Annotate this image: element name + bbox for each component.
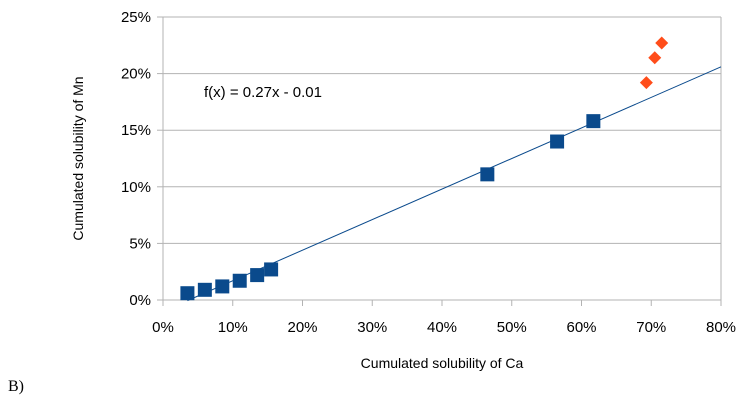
y-tick-label: 0% — [129, 292, 151, 309]
diamond-point — [639, 76, 653, 90]
x-tick-label: 20% — [287, 319, 317, 336]
diamond-point — [655, 36, 669, 50]
x-tick-label: 70% — [636, 319, 666, 336]
x-tick-label: 40% — [427, 319, 457, 336]
trendline-group — [187, 66, 722, 302]
data-points — [180, 36, 669, 301]
y-tick-label: 5% — [129, 235, 151, 252]
x-tick-label: 10% — [218, 319, 248, 336]
square-point — [480, 167, 495, 182]
square-point — [250, 268, 265, 283]
square-point — [180, 286, 195, 301]
axes — [157, 16, 722, 306]
diamond-point — [648, 51, 662, 65]
scatter-chart: 0% 5% 10% 15% 20% 25% 0% 10% 20% 30% 40% 50% 60% 70% 8… — [70, 9, 736, 371]
x-tick-label: 80% — [706, 319, 736, 336]
square-point — [197, 282, 212, 297]
square-point — [264, 262, 279, 277]
x-tick-label: 50% — [497, 319, 527, 336]
square-point — [215, 279, 230, 294]
y-tick-label: 10% — [121, 179, 151, 196]
x-axis-label: Cumulated solubility of Ca — [361, 355, 524, 371]
square-point — [232, 273, 247, 288]
x-tick-label: 60% — [566, 319, 596, 336]
tick-labels: 0% 5% 10% 15% 20% 25% 0% 10% 20% 30% 40% 50% 60% 70% 8… — [121, 9, 736, 336]
y-tick-label: 15% — [121, 122, 151, 139]
y-tick-label: 25% — [121, 9, 151, 26]
square-point — [586, 114, 601, 129]
trendline-equation: f(x) = 0.27x - 0.01 — [204, 84, 322, 101]
trendline — [187, 66, 722, 302]
square-point — [550, 134, 565, 149]
x-tick-label: 0% — [152, 319, 174, 336]
grid-lines — [163, 16, 721, 244]
x-tick-label: 30% — [357, 319, 387, 336]
y-tick-label: 20% — [121, 66, 151, 83]
figure-label: B) — [8, 378, 24, 395]
y-axis-label: Cumulated solubility of Mn — [70, 76, 86, 240]
